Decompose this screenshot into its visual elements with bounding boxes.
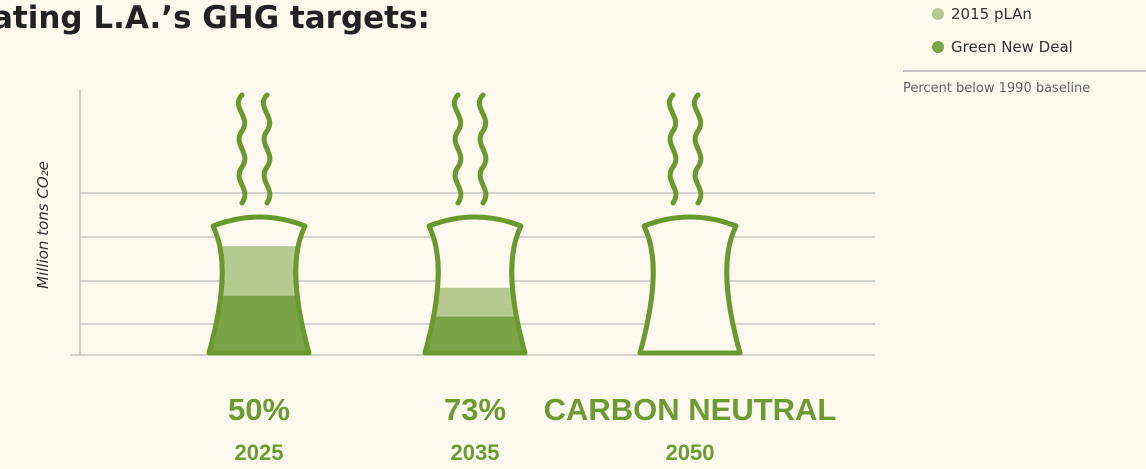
y-axis-label: Million tons CO₂e: [34, 161, 52, 289]
fill-level: [420, 317, 530, 353]
legend-swatch: [932, 41, 944, 53]
legend-label: 2015 pLAn: [951, 5, 1032, 23]
legend-note: Percent below 1990 baseline: [903, 81, 1090, 96]
x-tick-label: 2025: [235, 440, 284, 465]
chart: ating L.A.’s GHG targets: Million tons C…: [0, 0, 1146, 469]
target-label: 73%: [444, 392, 506, 427]
x-tick-label: 2050: [666, 440, 715, 465]
title: ating L.A.’s GHG targets:: [0, 0, 430, 36]
x-tick-label: 2035: [451, 440, 500, 465]
target-label: CARBON NEUTRAL: [544, 392, 837, 427]
legend-label: Green New Deal: [951, 38, 1073, 56]
legend-swatch: [932, 8, 944, 20]
target-label: 50%: [228, 392, 290, 427]
